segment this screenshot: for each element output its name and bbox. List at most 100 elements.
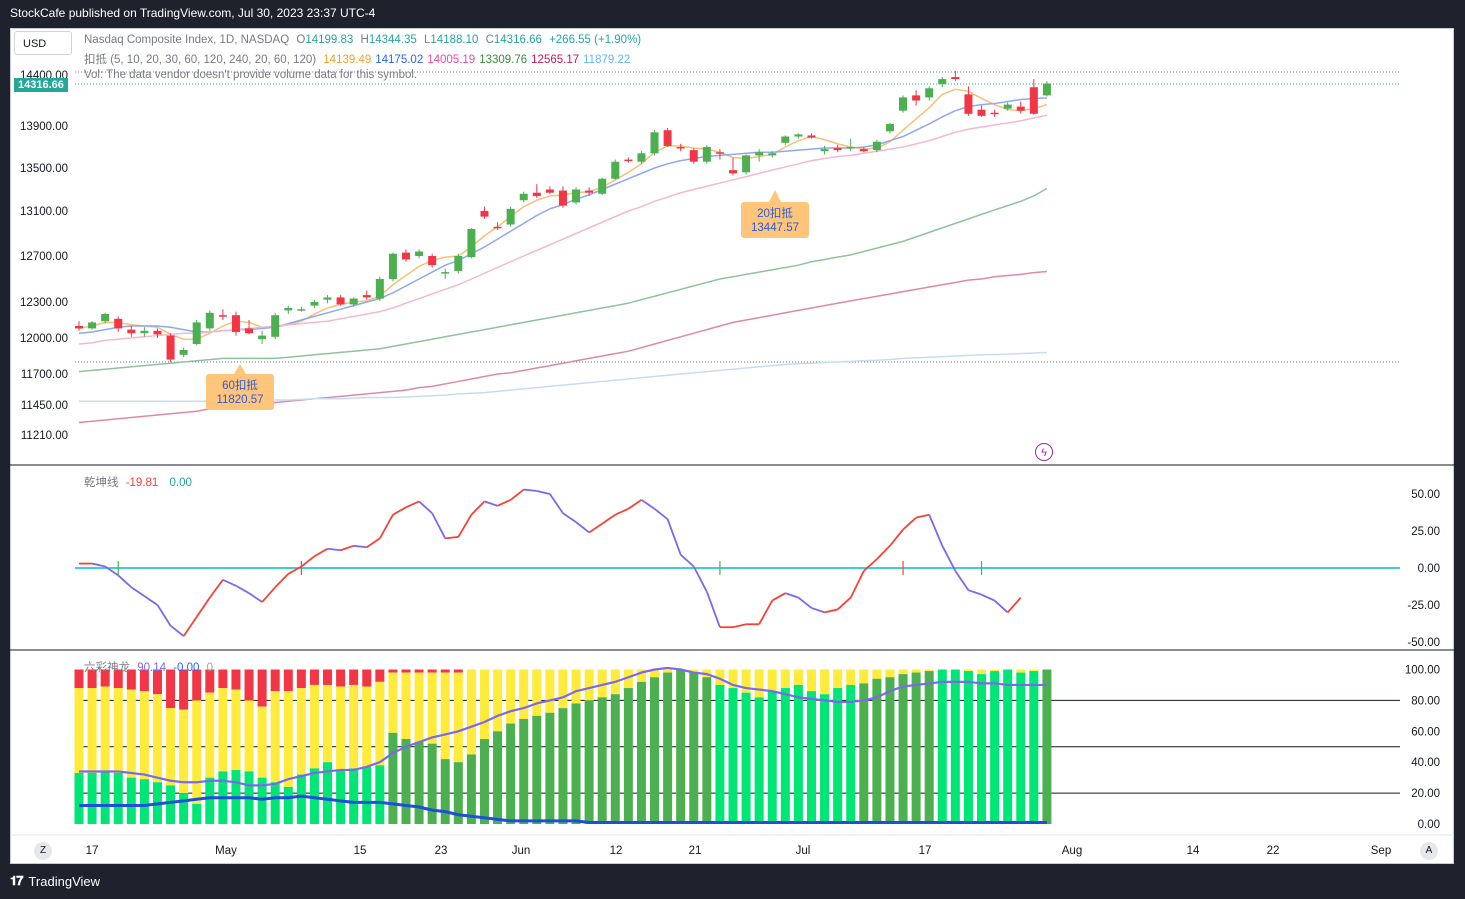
auto-scale-button[interactable]: A: [1420, 842, 1438, 860]
candle-body: [114, 318, 123, 329]
bar-green: [100, 771, 110, 824]
osc-segment: [182, 616, 198, 637]
ma-line-10: [78, 97, 1047, 334]
bar-yellow: [192, 700, 202, 804]
bar-yellow: [806, 669, 816, 692]
candle-body: [480, 211, 489, 217]
bar-yellow: [990, 669, 1000, 672]
bar-yellow: [309, 684, 319, 769]
lightning-icon[interactable]: ϟ: [1035, 443, 1053, 461]
ma-line-20: [78, 114, 1048, 345]
osc-legend: 乾坤线 -19.81 0.00: [84, 474, 196, 490]
candle-body: [689, 150, 698, 162]
candle-body: [846, 147, 855, 149]
candle-body: [493, 226, 502, 229]
bar-yellow: [323, 684, 333, 763]
bar-yellow: [767, 669, 777, 692]
bar-red: [440, 669, 450, 673]
bar-green: [1042, 669, 1052, 824]
osc-axis-label: 25.00: [1411, 526, 1440, 538]
candle-body: [663, 130, 672, 146]
bar-red: [179, 669, 189, 710]
bar-green: [872, 678, 882, 824]
bar-green: [754, 697, 764, 824]
bar-green: [74, 773, 84, 824]
price-axis-label: 11450.00: [21, 400, 68, 412]
zoom-button[interactable]: Z: [34, 842, 52, 860]
osc-segment: [156, 604, 172, 627]
osc-segment: [379, 514, 394, 539]
bar-green: [715, 684, 725, 824]
volume-note: Vol: The data vendor doesn't provide vol…: [84, 69, 418, 81]
osc-segment: [889, 528, 904, 547]
currency-selector[interactable]: USD: [14, 31, 72, 55]
candle-body: [781, 136, 790, 143]
osc-segment: [968, 589, 982, 596]
bar-yellow: [231, 689, 241, 770]
bar-yellow: [479, 669, 489, 740]
bar-red: [349, 669, 359, 685]
osc-segment: [705, 591, 721, 628]
bar-red: [362, 669, 372, 687]
annotation-20: 20扣抵 13447.57: [741, 190, 809, 238]
osc-segment: [418, 500, 433, 514]
bar-yellow: [166, 708, 176, 786]
bar-yellow: [362, 686, 372, 767]
ma-value-1: 14175.02: [375, 54, 424, 66]
callout-value: 11820.57: [216, 394, 263, 406]
candle-body: [245, 328, 254, 334]
osc-axis-label: 0.00: [1418, 563, 1440, 575]
time-axis-label: 21: [689, 845, 702, 857]
osc-segment: [758, 600, 774, 625]
bar-yellow: [179, 709, 189, 794]
osc-segment: [195, 597, 211, 618]
bar-yellow: [532, 669, 542, 716]
bar-green: [859, 683, 869, 824]
tradingview-logo-icon: 𝟏𝟕: [10, 873, 24, 888]
candle-body: [912, 95, 921, 101]
bar-red: [414, 669, 424, 673]
candle-body: [558, 190, 567, 206]
bar-green: [506, 723, 516, 824]
bar-green: [833, 688, 843, 824]
ma-values: 14139.49 14175.02 14005.19 13309.76 12565.17…: [323, 54, 634, 66]
candle-body: [153, 330, 162, 335]
osc-segment: [327, 547, 341, 552]
candle-body: [101, 314, 110, 322]
candle-body: [75, 326, 83, 329]
bar-yellow: [728, 669, 738, 689]
candle-body: [585, 190, 594, 193]
callout-box: [206, 374, 274, 410]
bar-yellow: [87, 688, 97, 774]
candle-body: [676, 147, 685, 149]
bar-green: [663, 672, 673, 824]
bar-green: [584, 700, 594, 824]
osc-segment: [849, 570, 865, 598]
bar-yellow: [846, 669, 856, 685]
candle-body: [650, 132, 659, 154]
candle-body: [192, 322, 201, 344]
bar-green: [846, 684, 856, 824]
candle-body: [820, 149, 829, 152]
osc-segment: [549, 493, 564, 514]
bar-green: [179, 793, 189, 824]
bar-red: [205, 669, 215, 693]
candle-body: [794, 134, 803, 137]
osc-segment: [588, 522, 603, 534]
bar-red: [113, 669, 123, 689]
bar-green: [440, 759, 450, 824]
osc-segment: [248, 592, 263, 603]
six-legend: 六彩神龙 90.14 -0.00 0: [84, 659, 217, 675]
time-axis-label: 17: [86, 845, 99, 857]
bar-yellow: [493, 669, 503, 732]
candle-body: [375, 279, 384, 299]
osc-value-2: 0.00: [169, 477, 192, 489]
candle-body: [885, 123, 894, 132]
bar-red: [283, 669, 293, 692]
osc-segment: [340, 544, 354, 552]
bar-yellow: [453, 672, 463, 763]
osc-segment: [287, 565, 302, 575]
bar-red: [152, 669, 162, 695]
candle-body: [611, 161, 620, 179]
